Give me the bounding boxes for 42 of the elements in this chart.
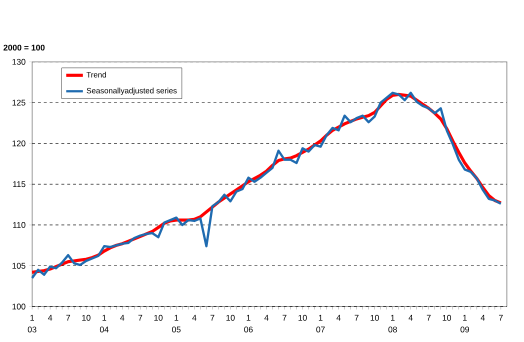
- x-tick-label: 1: [102, 315, 106, 321]
- x-tick-label: 4: [192, 315, 196, 321]
- x-tick-label: 7: [282, 315, 286, 321]
- y-tick-label: 105: [12, 263, 26, 269]
- x-tick-label: 1: [391, 315, 395, 321]
- x-tick-label: 4: [264, 315, 269, 321]
- x-tick-label: 4: [408, 315, 413, 321]
- y-axis-title: 2000 = 100: [4, 44, 45, 51]
- x-tick-label: 4: [48, 315, 52, 321]
- x-tick-label: 4: [120, 315, 124, 321]
- x-tick-label: 4: [480, 315, 485, 321]
- y-tick-label: 100: [12, 304, 26, 310]
- x-tick-label: 10: [298, 315, 307, 321]
- x-tick-label: 1: [30, 315, 34, 321]
- y-tick-label: 115: [13, 181, 26, 188]
- x-tick-label: 7: [210, 315, 214, 321]
- x-tick-label: 1: [174, 315, 178, 321]
- x-tick-label: 10: [154, 315, 163, 321]
- y-tick-label: 130: [12, 59, 26, 65]
- x-tick-label: 7: [426, 315, 431, 321]
- text: 06: [244, 326, 253, 333]
- text: 07: [316, 326, 325, 333]
- x-tick-label: 10: [370, 315, 379, 321]
- x-tick-label: 1: [246, 315, 250, 321]
- y-tick-label: 120: [12, 140, 26, 147]
- x-tick-label: 1: [463, 315, 467, 321]
- x-tick-label: 10: [226, 315, 235, 321]
- x-tick-label: 7: [138, 315, 142, 321]
- text: 05: [172, 326, 181, 333]
- text: 04: [100, 326, 109, 333]
- x-tick-label: 10: [82, 315, 90, 321]
- x-tick-label: 4: [336, 315, 341, 321]
- y-tick-label: 110: [13, 222, 26, 228]
- text: 09: [460, 326, 470, 333]
- x-tick-label: 7: [498, 315, 503, 321]
- x-tick-label: 1: [318, 315, 322, 321]
- y-tick-label: 125: [12, 100, 26, 106]
- x-tick-label: 7: [354, 315, 359, 321]
- text: 08: [388, 326, 397, 333]
- x-tick-label: 10: [442, 315, 452, 321]
- text: 03: [28, 326, 36, 333]
- x-tick-label: 7: [66, 315, 70, 321]
